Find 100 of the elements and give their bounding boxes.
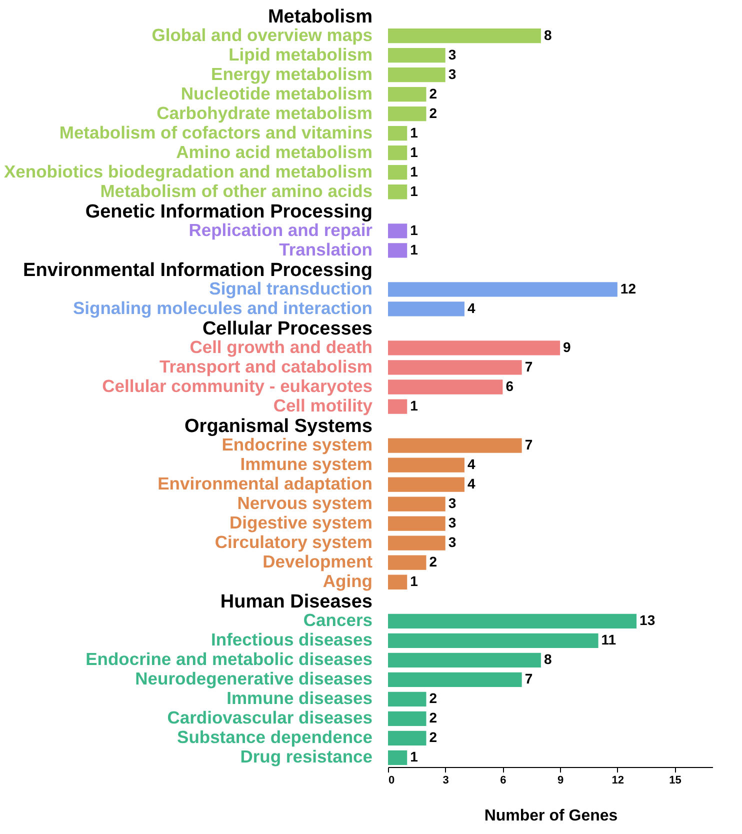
y-tick-label: Endocrine and metabolic diseases	[86, 649, 373, 670]
y-tick-label: Endocrine system	[222, 434, 372, 455]
y-tick-label: Carbohydrate metabolism	[156, 102, 372, 123]
data-label: 3	[448, 514, 456, 531]
data-label: 1	[410, 748, 418, 765]
data-label: 7	[524, 358, 533, 374]
data-label: 2	[429, 690, 438, 706]
y-tick-label: Cell growth and death	[190, 336, 372, 357]
bar	[388, 224, 408, 238]
x-tick-label: 6	[500, 774, 506, 786]
y-tick-label: Cellular Processes	[202, 318, 372, 340]
y-tick-label: Translation	[279, 239, 372, 260]
y-tick-label: Aging	[322, 571, 372, 592]
y-tick-label: Amino acid metabolism	[176, 142, 372, 162]
data-label: 1	[410, 241, 418, 258]
bar	[388, 477, 464, 492]
y-tick-label: Metabolism of other amino acids	[100, 180, 373, 201]
data-label: 1	[410, 222, 418, 238]
data-label: 3	[448, 495, 456, 512]
data-label: 2	[429, 104, 438, 121]
x-tick-label: 12	[612, 774, 624, 786]
data-label: 1	[410, 182, 418, 199]
bar	[388, 750, 408, 766]
data-label: 1	[410, 398, 418, 414]
data-label: 8	[544, 651, 552, 668]
x-axis-title: Number of Genes	[484, 808, 618, 824]
y-tick-label: Cell motility	[273, 396, 373, 416]
bar	[388, 692, 426, 707]
y-tick-label: Xenobiotics biodegradation and metabolism	[4, 161, 372, 182]
bar	[388, 28, 541, 44]
bar	[388, 672, 522, 687]
bar	[388, 458, 464, 472]
y-tick-label: Global and overview maps	[152, 24, 373, 45]
y-tick-label: Nucleotide metabolism	[180, 83, 372, 104]
bar	[388, 555, 426, 570]
y-tick-label: Organismal Systems	[184, 416, 372, 438]
bar	[388, 106, 426, 122]
data-label: 6	[506, 378, 514, 394]
bar	[388, 536, 446, 550]
data-label: 2	[429, 85, 438, 102]
data-label: 2	[429, 554, 438, 570]
data-label: 12	[620, 280, 636, 296]
y-tick-label: Signaling molecules and interaction	[73, 298, 372, 318]
y-tick-label: Transport and catabolism	[160, 356, 372, 376]
data-label: 1	[410, 573, 418, 590]
y-tick-label: Nervous system	[237, 493, 372, 514]
bar	[388, 48, 446, 63]
data-label: 7	[524, 436, 533, 453]
bar	[388, 380, 503, 394]
bar	[388, 516, 446, 531]
data-label: 3	[448, 66, 456, 82]
data-label: 1	[410, 163, 418, 180]
bar	[388, 302, 464, 316]
bar	[388, 243, 408, 258]
bar	[388, 730, 426, 746]
y-tick-label: Substance dependence	[177, 727, 373, 748]
data-label: 2	[429, 710, 438, 726]
bar	[388, 67, 446, 82]
bar	[388, 282, 618, 297]
x-tick-label: 9	[557, 774, 564, 786]
y-tick-label: Infectious diseases	[211, 630, 373, 650]
y-tick-label: Immune diseases	[226, 688, 373, 708]
x-tick-label: 15	[669, 774, 682, 786]
data-label: 13	[640, 612, 656, 628]
bar	[388, 165, 408, 180]
bar	[388, 340, 560, 356]
x-tick-label: 0	[388, 774, 395, 786]
data-label: 1	[410, 124, 418, 140]
bar	[388, 184, 408, 200]
y-tick-label: Neurodegenerative diseases	[135, 668, 373, 689]
data-label: 8	[544, 26, 552, 43]
y-tick-label: Digestive system	[230, 512, 372, 533]
data-label: 9	[563, 338, 572, 355]
bar	[388, 399, 408, 414]
y-tick-label: Cardiovascular diseases	[167, 708, 373, 728]
y-tick-label: Immune system	[240, 454, 372, 474]
data-label: 1	[410, 144, 418, 160]
bar	[388, 614, 637, 628]
bar	[388, 652, 541, 668]
y-tick-label: Metabolism	[268, 6, 372, 28]
data-label: 4	[467, 456, 476, 472]
y-tick-label: Metabolism of cofactors and vitamins	[59, 122, 373, 142]
y-tick-label: Development	[262, 552, 373, 572]
y-tick-label: Circulatory system	[214, 532, 372, 552]
y-tick-label: Genetic Information Processing	[85, 201, 372, 222]
bar	[388, 438, 522, 453]
data-label: 3	[448, 534, 456, 550]
y-tick-label: Cancers	[303, 610, 373, 630]
y-tick-label: Environmental adaptation	[158, 474, 372, 494]
data-label: 4	[467, 300, 476, 316]
bar	[388, 146, 408, 160]
bar	[388, 360, 522, 375]
bar	[388, 711, 426, 726]
y-tick-label: Human Diseases	[220, 592, 372, 613]
y-tick-label: Cellular community - eukaryotes	[102, 376, 373, 396]
y-tick-label: Energy metabolism	[211, 64, 372, 84]
y-tick-label: Lipid metabolism	[228, 44, 372, 64]
bar	[388, 87, 426, 102]
y-tick-label: Drug resistance	[240, 746, 373, 767]
x-tick-label: 3	[442, 774, 449, 786]
